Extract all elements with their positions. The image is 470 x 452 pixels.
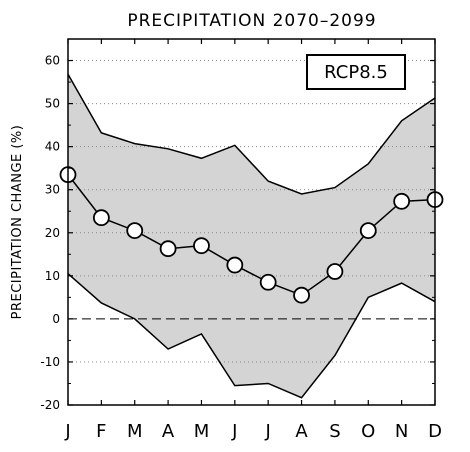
- y-tick-label: 60: [45, 54, 60, 68]
- mean-point: [259, 273, 277, 291]
- scenario-badge-box: [306, 54, 406, 90]
- chart-title: PRECIPITATION 2070–2099: [127, 11, 376, 31]
- x-tick-label: M: [127, 421, 143, 442]
- mean-point: [92, 209, 110, 227]
- plot-frame: [67, 38, 436, 406]
- y-tick-label: 50: [45, 97, 60, 111]
- lower-bound-line: [67, 273, 436, 399]
- x-tick-label: M: [194, 421, 210, 442]
- scenario-badge: RCP8.5: [306, 54, 406, 90]
- scenario-badge-label: RCP8.5: [324, 62, 388, 83]
- y-tick-label: -10: [40, 355, 60, 369]
- x-tick-label: J: [265, 421, 271, 442]
- mean-point: [293, 286, 310, 304]
- x-tick-label: N: [395, 421, 408, 442]
- y-tick-label: 10: [45, 269, 60, 283]
- y-tick-label: 40: [45, 140, 60, 154]
- x-tick-label: O: [361, 421, 375, 442]
- gridlines: [68, 60, 435, 363]
- mean-point: [159, 240, 177, 258]
- y-tick-label: -20: [40, 398, 60, 412]
- mean-point: [126, 222, 144, 240]
- mean-point: [193, 237, 210, 255]
- range-band: [68, 74, 435, 398]
- range-band-area: [68, 74, 435, 398]
- x-tick-label: F: [96, 421, 106, 442]
- mean-point: [326, 263, 344, 280]
- mean-point: [359, 222, 377, 240]
- y-axis-label: PRECIPITATION CHANGE (%): [10, 125, 25, 320]
- x-tick-label: S: [329, 421, 340, 442]
- x-tick-label: A: [295, 421, 308, 442]
- y-tick-label: 30: [45, 183, 60, 197]
- x-tick-label: J: [64, 421, 70, 442]
- mean-point: [393, 192, 411, 210]
- mean-markers: [59, 166, 444, 304]
- y-tick-label: 20: [45, 226, 60, 240]
- mean-point: [226, 256, 244, 274]
- x-tick-label: J: [231, 421, 237, 442]
- y-ticks: -20 -10 0 10 20 30 40 50 60: [40, 54, 435, 412]
- x-tick-label: D: [428, 421, 442, 442]
- upper-bound-line: [67, 73, 436, 195]
- y-tick-label: 0: [52, 312, 60, 326]
- x-tick-label: A: [162, 421, 175, 442]
